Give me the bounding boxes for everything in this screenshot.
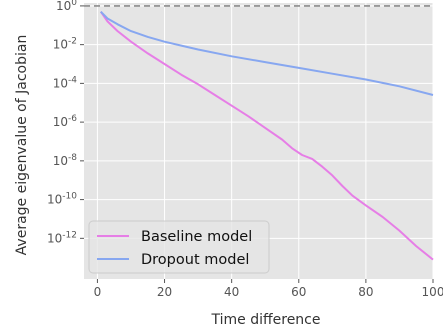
- x-tick-label: 20: [157, 285, 172, 299]
- y-tick-label: 100: [56, 0, 77, 13]
- legend-label-dropout: Dropout model: [141, 252, 249, 268]
- x-tick-label: 0: [94, 285, 102, 299]
- y-tick-label: 10-2: [53, 37, 77, 52]
- legend: Baseline model Dropout model: [88, 220, 270, 274]
- legend-box: [88, 220, 270, 274]
- series-line-baseline-model: [99, 11, 434, 261]
- x-axis-label: Time difference: [211, 312, 321, 328]
- series-line-dropout-model: [100, 10, 434, 96]
- y-axis-ticks: 100 10-2 10-4 10-6 10-8 10-10 10-12: [47, 0, 84, 245]
- legend-label-baseline: Baseline model: [141, 229, 252, 245]
- x-tick-label: 100: [422, 285, 443, 299]
- y-tick-label: 10-6: [53, 114, 78, 129]
- y-tick-label: 10-4: [53, 75, 78, 90]
- x-axis-ticks: 0 20 40 60 80 100: [94, 279, 443, 299]
- x-tick-label: 40: [224, 285, 239, 299]
- series-layer: [99, 10, 434, 261]
- y-axis-label: Average eigenvalue of Jacobian: [14, 35, 30, 256]
- y-tick-label: 10-12: [47, 230, 77, 245]
- x-tick-label: 60: [291, 285, 306, 299]
- y-tick-label: 10-8: [53, 153, 78, 168]
- x-tick-label: 80: [358, 285, 373, 299]
- y-tick-label: 10-10: [47, 192, 77, 207]
